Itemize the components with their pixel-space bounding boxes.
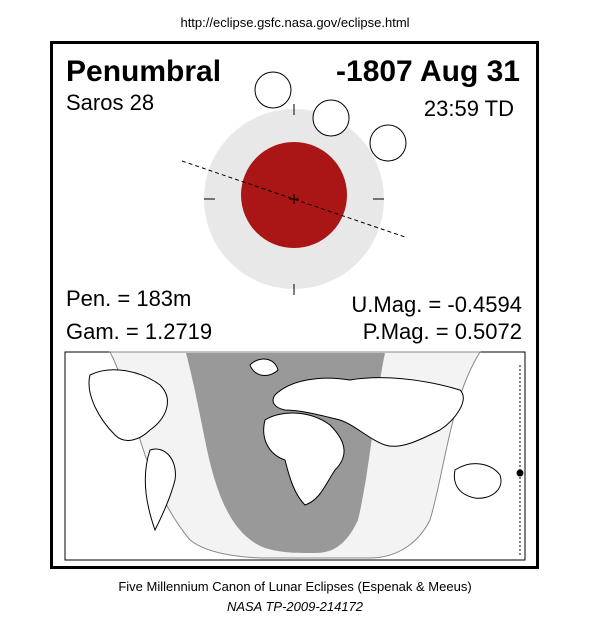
moon (312, 99, 350, 137)
eclipse-type: Penumbral (66, 55, 221, 88)
pen: Pen. = 183m (66, 286, 191, 311)
saros: Saros 28 (66, 90, 154, 115)
moon (254, 71, 292, 109)
footer-ref: NASA TP-2009-214172 (227, 599, 364, 614)
map (64, 351, 526, 561)
umag: U.Mag. = -0.4594 (351, 292, 522, 317)
moon-path (181, 160, 406, 238)
pmag: P.Mag. = 0.5072 (363, 319, 522, 344)
eclipse-date: -1807 Aug 31 (336, 55, 520, 88)
continents (88, 358, 502, 532)
sub-lunar-point (516, 469, 524, 477)
footer-title: Five Millennium Canon of Lunar Eclipses … (118, 579, 471, 594)
ticks (204, 104, 384, 295)
moon (369, 124, 407, 162)
eclipse-diagram (181, 71, 407, 295)
frame (50, 41, 539, 569)
url: http://eclipse.gsfc.nasa.gov/eclipse.htm… (180, 15, 409, 30)
time: 23:59 TD (424, 96, 514, 121)
gam: Gam. = 1.2719 (66, 319, 212, 344)
